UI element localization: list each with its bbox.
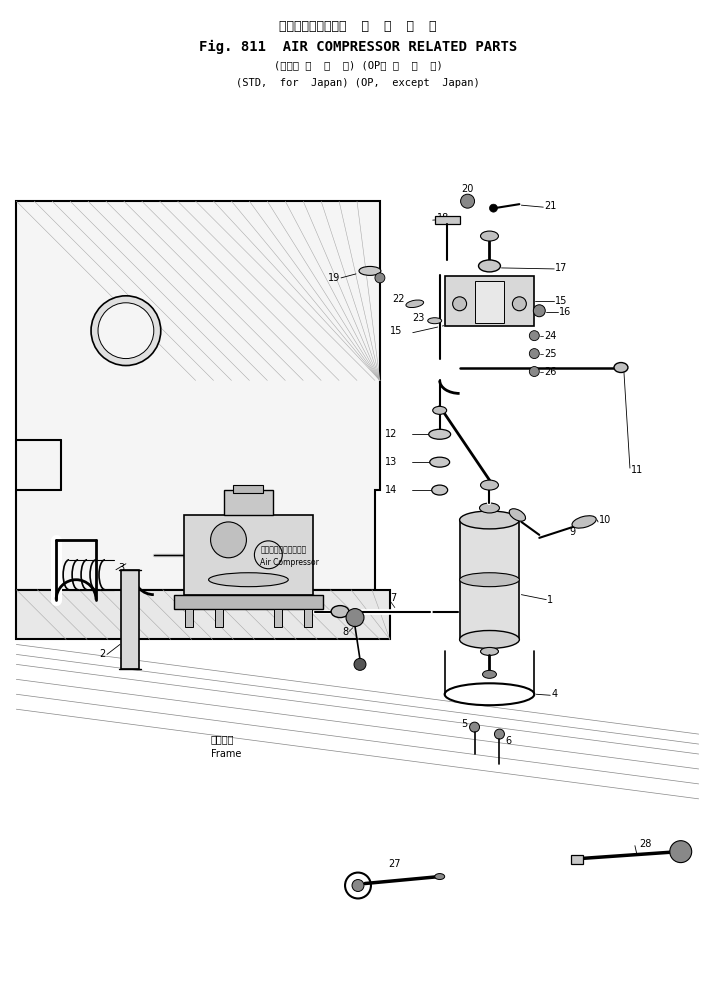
Text: 25: 25 (544, 349, 557, 359)
Circle shape (91, 295, 161, 366)
Text: 21: 21 (544, 202, 556, 211)
Text: 10: 10 (599, 515, 611, 525)
Ellipse shape (432, 406, 447, 414)
Ellipse shape (359, 266, 381, 275)
Text: 15: 15 (555, 295, 568, 305)
Text: 18: 18 (437, 213, 450, 223)
Bar (571, 855, 583, 864)
Circle shape (513, 296, 526, 310)
Ellipse shape (406, 300, 424, 307)
Text: (標準， 国  内  向) (OP， 海  外  向): (標準， 国 内 向) (OP， 海 外 向) (274, 59, 442, 70)
Text: 3: 3 (118, 562, 124, 573)
Ellipse shape (331, 606, 349, 618)
Text: 14: 14 (385, 485, 397, 495)
Bar (185, 609, 193, 627)
Text: 5: 5 (461, 719, 468, 729)
Circle shape (346, 609, 364, 627)
Bar (215, 609, 223, 627)
Ellipse shape (208, 573, 289, 587)
Ellipse shape (460, 511, 519, 529)
Ellipse shape (509, 509, 526, 521)
Ellipse shape (614, 363, 628, 373)
Bar (174, 595, 323, 609)
Text: 4: 4 (551, 689, 557, 700)
Bar (445, 276, 534, 326)
Text: 1: 1 (547, 595, 553, 605)
Circle shape (354, 658, 366, 670)
Circle shape (529, 349, 539, 359)
Ellipse shape (480, 647, 498, 655)
Text: (STD,  for  Japan) (OP,  except  Japan): (STD, for Japan) (OP, except Japan) (236, 78, 480, 88)
Ellipse shape (480, 503, 500, 513)
Text: エアーコンプレッサー: エアーコンプレッサー (261, 545, 306, 554)
Polygon shape (16, 590, 390, 639)
Text: 26: 26 (544, 367, 556, 377)
Circle shape (669, 841, 692, 863)
Text: 8: 8 (342, 627, 348, 636)
Circle shape (375, 273, 385, 283)
Ellipse shape (460, 631, 519, 648)
Circle shape (211, 522, 246, 557)
Bar (304, 609, 312, 627)
Text: 9: 9 (569, 527, 575, 537)
Ellipse shape (480, 231, 498, 241)
Circle shape (98, 302, 154, 359)
Circle shape (529, 367, 539, 377)
Ellipse shape (427, 318, 442, 324)
Bar (184, 515, 313, 595)
Text: 7: 7 (390, 593, 396, 603)
Text: 19: 19 (328, 273, 340, 283)
Circle shape (529, 331, 539, 341)
Text: フレーム: フレーム (211, 734, 234, 744)
Ellipse shape (429, 429, 450, 439)
Ellipse shape (430, 458, 450, 467)
Text: Fig. 811  AIR COMPRESSOR RELATED PARTS: Fig. 811 AIR COMPRESSOR RELATED PARTS (199, 39, 517, 54)
Circle shape (453, 296, 467, 310)
Ellipse shape (460, 573, 519, 587)
Text: エアーコンプレッサ  関  連  部  品: エアーコンプレッサ 関 連 部 品 (279, 20, 437, 33)
Polygon shape (16, 202, 380, 630)
Circle shape (460, 195, 475, 209)
Circle shape (352, 880, 364, 891)
Text: 27: 27 (389, 859, 401, 869)
Circle shape (533, 304, 546, 317)
Text: 28: 28 (639, 839, 652, 849)
Bar (475, 281, 505, 323)
Text: 11: 11 (631, 465, 643, 475)
Ellipse shape (483, 670, 496, 678)
Text: 16: 16 (559, 306, 571, 317)
Text: Frame: Frame (211, 749, 241, 759)
Text: 15: 15 (390, 326, 402, 336)
Text: 12: 12 (385, 429, 397, 439)
Text: Air Compressor: Air Compressor (261, 558, 319, 568)
Ellipse shape (478, 260, 500, 272)
Text: 17: 17 (555, 263, 568, 273)
Text: 22: 22 (392, 293, 405, 303)
Ellipse shape (435, 874, 445, 880)
Bar (233, 485, 263, 493)
Ellipse shape (572, 516, 596, 528)
Text: 20: 20 (461, 184, 474, 195)
Text: 23: 23 (412, 312, 425, 323)
Text: 13: 13 (385, 458, 397, 467)
Ellipse shape (432, 485, 448, 495)
Text: 6: 6 (505, 736, 511, 746)
Bar (460, 520, 519, 639)
Text: 2: 2 (100, 649, 106, 659)
Ellipse shape (480, 480, 498, 490)
Bar (435, 216, 460, 224)
Text: 24: 24 (544, 331, 556, 341)
Bar (274, 609, 282, 627)
Circle shape (495, 729, 505, 739)
Circle shape (490, 205, 498, 212)
Bar (121, 570, 139, 669)
Circle shape (470, 722, 480, 732)
Bar (223, 490, 274, 515)
